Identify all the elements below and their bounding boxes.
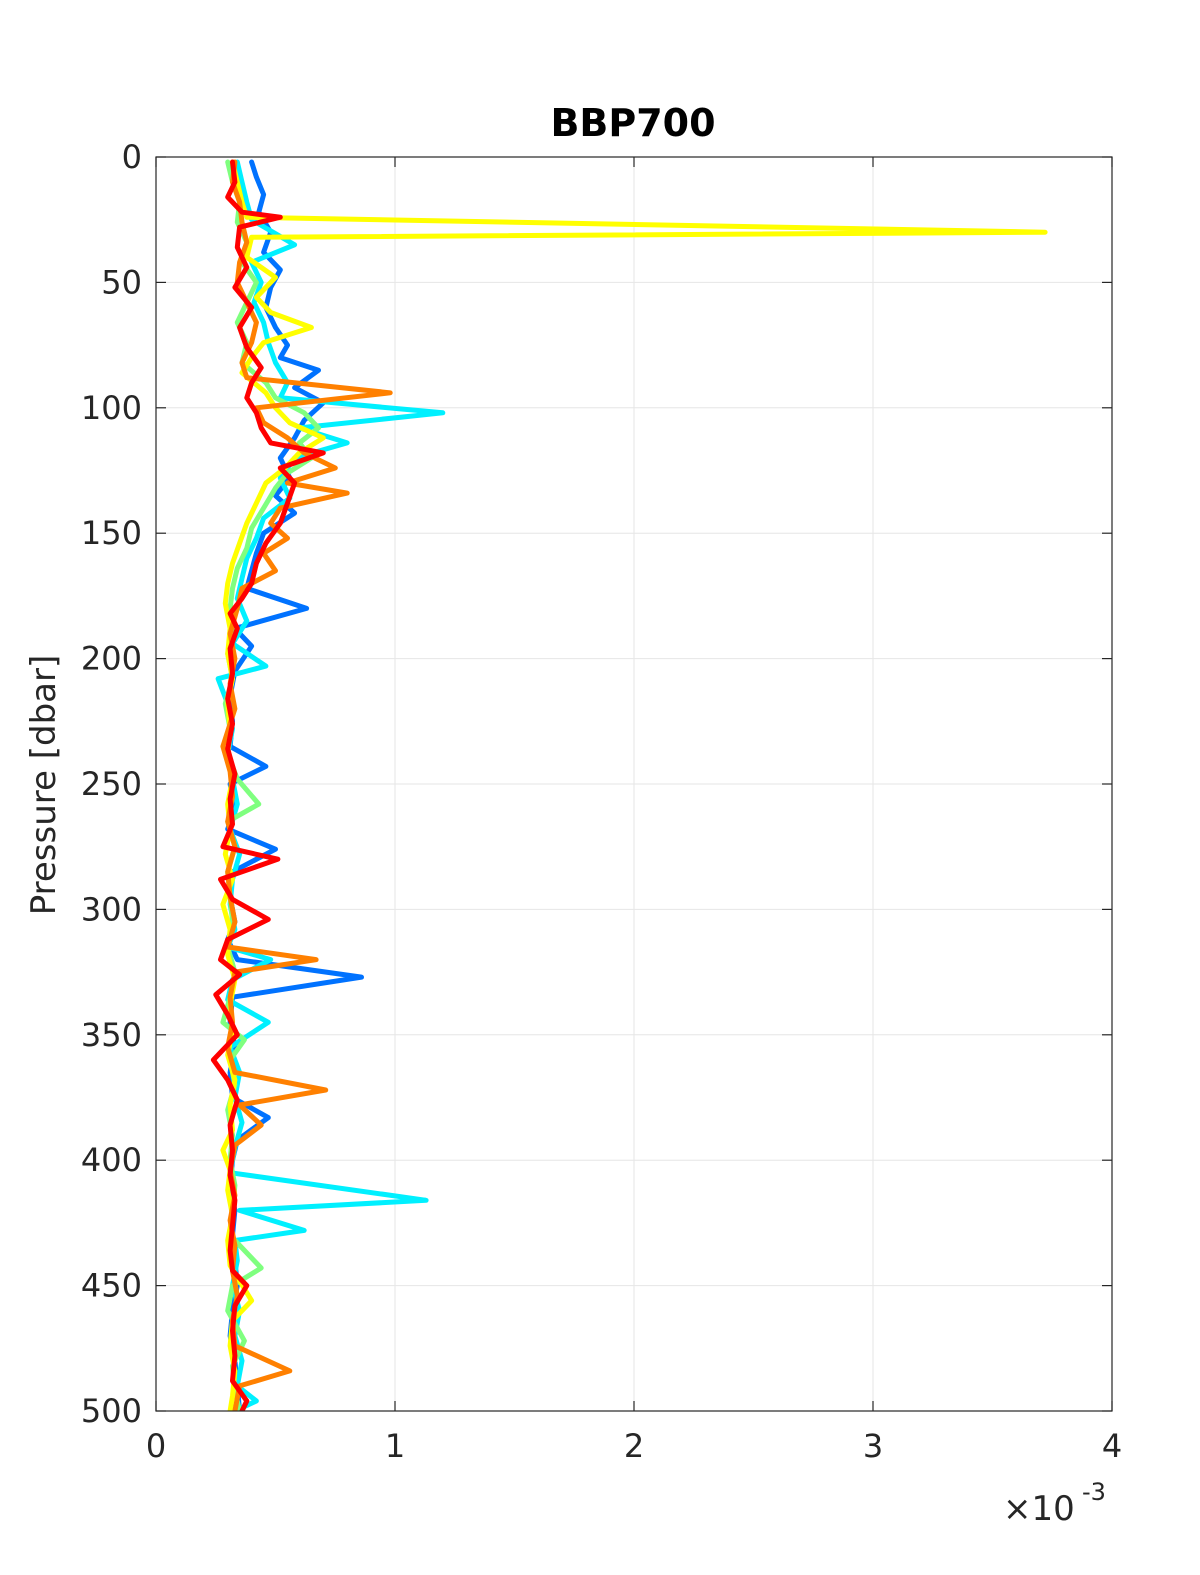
series-layer <box>210 159 1048 1411</box>
series-line-6 <box>210 159 326 1411</box>
x-tick-label: 2 <box>624 1427 644 1465</box>
y-tick-label: 150 <box>81 514 142 552</box>
x-tick-label: 0 <box>146 1427 166 1465</box>
y-axis-label: Pressure [dbar] <box>24 655 64 916</box>
x-tick-label: 4 <box>1102 1427 1122 1465</box>
y-tick-label: 300 <box>81 890 142 928</box>
y-tick-label: 50 <box>101 263 142 301</box>
chart-title: BBP700 <box>550 101 715 145</box>
x-exponent-base: ×10 <box>1003 1489 1075 1529</box>
plot-area <box>210 159 1048 1411</box>
x-tick-labels: 0 1 2 3 4 <box>146 1427 1122 1465</box>
x-tick-label: 3 <box>863 1427 883 1465</box>
x-tick-label: 1 <box>385 1427 405 1465</box>
y-tick-labels: 0 50 100 150 200 250 300 350 400 450 500 <box>81 138 142 1430</box>
x-axis-exponent: ×10 -3 <box>1003 1478 1106 1529</box>
tick-marks <box>155 156 1113 1412</box>
y-tick-label: 200 <box>81 640 142 678</box>
y-tick-label: 400 <box>81 1141 142 1179</box>
y-tick-label: 350 <box>81 1016 142 1054</box>
y-tick-label: 500 <box>81 1392 142 1430</box>
y-tick-label: 0 <box>122 138 142 176</box>
y-tick-label: 100 <box>81 389 142 427</box>
x-exponent-power: -3 <box>1082 1478 1106 1506</box>
y-tick-label: 250 <box>81 765 142 803</box>
y-tick-label: 450 <box>81 1267 142 1305</box>
